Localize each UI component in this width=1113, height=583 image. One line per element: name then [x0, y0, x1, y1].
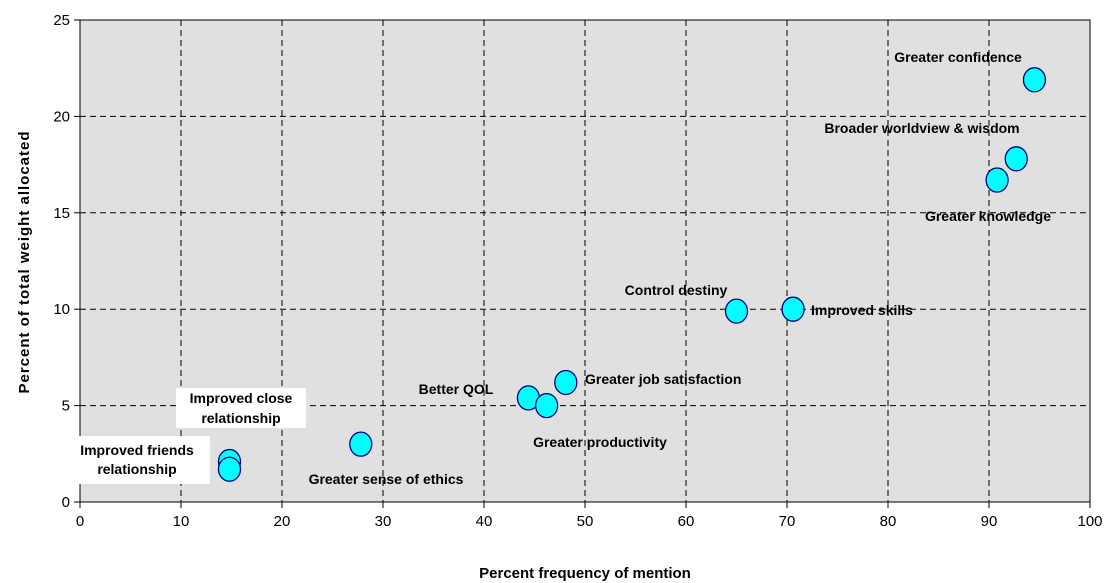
y-tick-label: 25 — [53, 12, 70, 29]
label-improved-friends-line1: Improved friends — [80, 442, 194, 458]
point-labels: Greater confidence Broader worldview & w… — [80, 49, 1051, 487]
label-background-friends-relationship — [64, 436, 210, 484]
label-better-qol: Better QOL — [419, 381, 494, 397]
x-tick-label: 80 — [880, 513, 897, 530]
data-point — [985, 167, 1009, 193]
x-tick-label: 0 — [76, 513, 84, 530]
x-tick-label: 100 — [1077, 513, 1102, 530]
label-improved-close-line2: relationship — [201, 410, 280, 426]
label-background-close-relationship — [176, 388, 306, 428]
label-improved-skills: Improved skills — [811, 302, 913, 318]
y-tick-label: 10 — [53, 301, 70, 318]
x-tick-label: 30 — [375, 513, 392, 530]
x-tick-label: 20 — [274, 513, 291, 530]
label-broader-worldview: Broader worldview & wisdom — [824, 120, 1019, 136]
data-point — [349, 431, 373, 457]
label-greater-productivity: Greater productivity — [533, 434, 667, 450]
y-axis-ticks: 0 5 10 15 20 25 — [53, 12, 80, 511]
x-axis-title: Percent frequency of mention — [479, 565, 691, 582]
data-point — [217, 456, 242, 482]
data-point — [554, 369, 578, 396]
data-points — [217, 67, 1047, 482]
label-greater-job-satisfaction: Greater job satisfaction — [585, 371, 741, 387]
y-tick-label: 5 — [62, 398, 70, 415]
data-point — [724, 298, 749, 324]
label-greater-sense-of-ethics: Greater sense of ethics — [309, 471, 464, 487]
label-control-destiny: Control destiny — [625, 282, 728, 298]
data-point — [781, 296, 805, 322]
y-tick-label: 15 — [53, 205, 70, 222]
y-axis-title: Percent of total weight allocated — [16, 130, 33, 393]
x-axis-ticks: 0 10 20 30 40 50 60 70 80 90 100 — [76, 502, 1103, 530]
data-point — [1022, 67, 1047, 93]
x-tick-label: 60 — [678, 513, 695, 530]
data-point — [1004, 146, 1028, 172]
x-tick-label: 50 — [577, 513, 594, 530]
label-greater-confidence: Greater confidence — [894, 49, 1022, 65]
x-tick-label: 70 — [779, 513, 796, 530]
y-tick-label: 0 — [62, 494, 70, 511]
y-tick-label: 20 — [53, 108, 70, 125]
x-tick-label: 10 — [173, 513, 190, 530]
x-tick-label: 90 — [981, 513, 998, 530]
label-improved-friends-line2: relationship — [97, 461, 176, 477]
label-greater-knowledge: Greater knowledge — [925, 208, 1051, 224]
x-tick-label: 40 — [476, 513, 493, 530]
data-point — [534, 392, 559, 419]
grid-lines — [80, 20, 1090, 502]
label-improved-close-line1: Improved close — [190, 390, 293, 406]
